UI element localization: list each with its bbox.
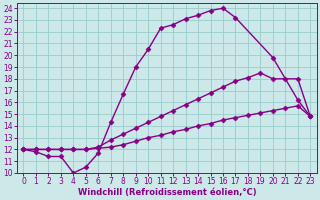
X-axis label: Windchill (Refroidissement éolien,°C): Windchill (Refroidissement éolien,°C) bbox=[77, 188, 256, 197]
